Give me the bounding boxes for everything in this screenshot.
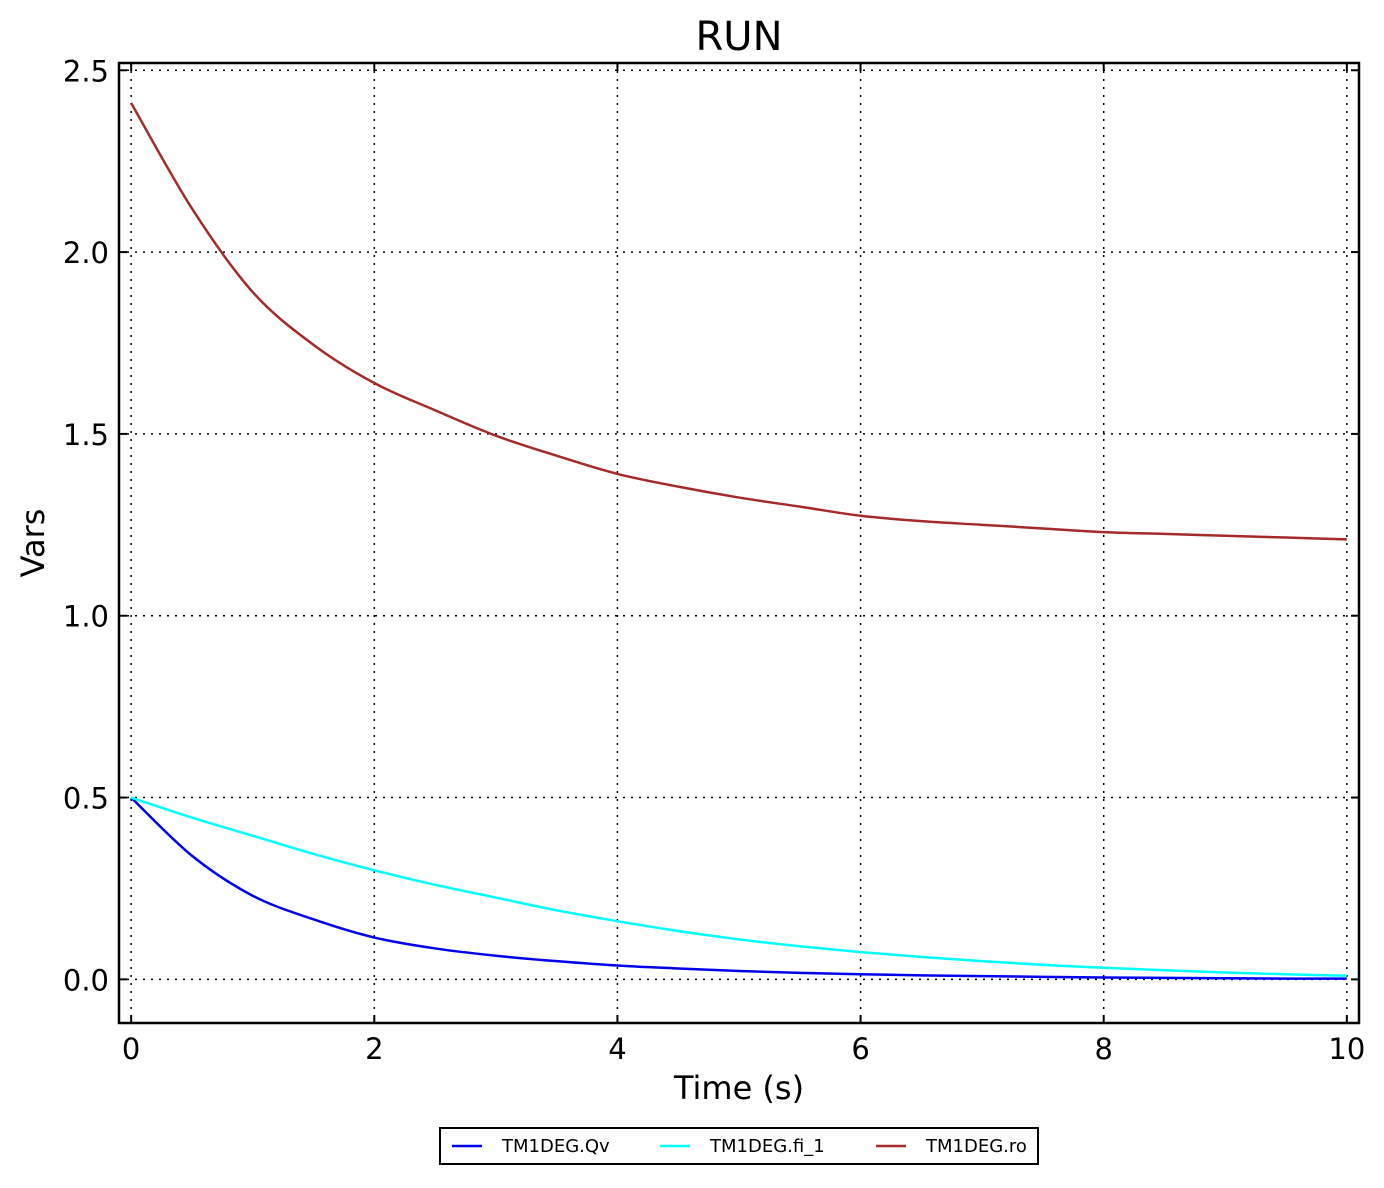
x-tick-label: 0: [122, 1032, 140, 1066]
plot-area-frame: [117, 61, 1361, 1025]
x-tick-label: 4: [608, 1032, 626, 1066]
x-axis-label: Time (s): [673, 1069, 804, 1107]
legend-label-2: TM1DEG.ro: [925, 1136, 1027, 1157]
legend-box: [439, 1127, 1039, 1165]
series-lines: [130, 102, 1347, 980]
y-tick-label: 2.0: [63, 236, 109, 270]
x-tick-label: 6: [851, 1032, 869, 1066]
y-tick-label: 0.0: [63, 963, 109, 997]
y-tick-label: 1.0: [63, 600, 109, 634]
chart-title: RUN: [696, 14, 783, 60]
series-line-1: [130, 796, 1347, 977]
y-tick-label: 1.5: [63, 418, 109, 452]
grid-lines: [119, 63, 1359, 1023]
axis-ticks: 0 2 4 6 8 10 0.0 0.5 1.0 1.5 2.0 2.5: [63, 54, 1365, 1066]
series-line-0: [130, 796, 1347, 980]
y-tick-label: 0.5: [63, 782, 109, 816]
legend-items: TM1DEG.Qv TM1DEG.fi_1 TM1DEG.ro: [452, 1136, 1027, 1157]
x-tick-label: 10: [1328, 1032, 1365, 1066]
legend-label-1: TM1DEG.fi_1: [709, 1136, 825, 1157]
series-line-2: [130, 102, 1347, 541]
y-axis-label: Vars: [14, 509, 52, 578]
x-tick-label: 8: [1094, 1032, 1112, 1066]
x-tick-label: 2: [365, 1032, 383, 1066]
y-tick-label: 2.5: [63, 54, 109, 88]
legend-label-0: TM1DEG.Qv: [501, 1136, 610, 1157]
legend: TM1DEG.Qv TM1DEG.fi_1 TM1DEG.ro: [439, 1127, 1039, 1165]
